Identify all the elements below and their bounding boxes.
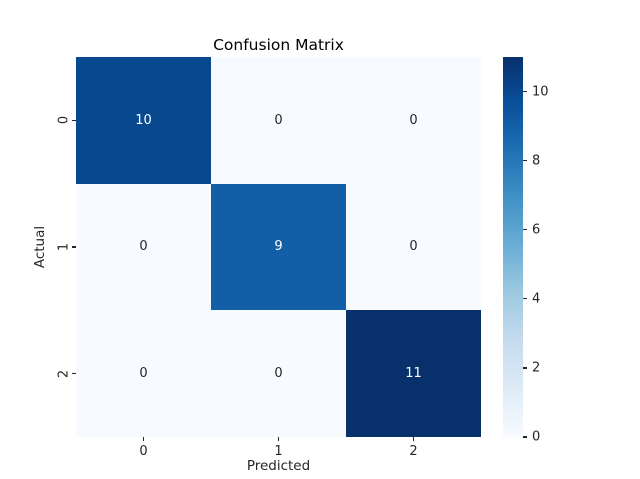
heatmap-cell: 0 — [211, 57, 346, 184]
colorbar — [503, 57, 523, 437]
x-tick-mark — [277, 437, 280, 441]
colorbar-tick-mark — [523, 160, 527, 162]
heatmap-cell: 0 — [346, 57, 481, 184]
colorbar-tick-mark — [523, 229, 527, 231]
colorbar-tick-mark — [523, 436, 527, 438]
x-tick-label: 0 — [139, 444, 148, 459]
colorbar-tick-mark — [523, 90, 527, 93]
x-tick-mark — [142, 437, 145, 441]
colorbar-tick-label: 8 — [532, 153, 541, 169]
heatmap-cell: 0 — [76, 310, 211, 437]
colorbar-tick-label: 10 — [532, 84, 549, 100]
heatmap-cell: 11 — [346, 310, 481, 437]
heatmap-cell: 0 — [346, 183, 481, 311]
colorbar-ticks: 0 2 4 6 8 10 — [523, 57, 583, 445]
colorbar-tick-label: 4 — [532, 291, 541, 307]
colorbar-tick-label: 2 — [532, 360, 541, 376]
y-tick-label: 0 — [56, 116, 72, 125]
x-axis-label: Predicted — [246, 458, 311, 474]
colorbar-tick-label: 6 — [532, 222, 541, 238]
heatmap-cell: 9 — [211, 183, 346, 311]
y-tick-label: 2 — [56, 369, 72, 378]
x-tick-label: 1 — [274, 444, 283, 459]
heatmap-cell: 10 — [76, 57, 211, 184]
heatmap: 10 0 0 0 9 0 0 0 11 — [76, 57, 481, 437]
chart-title: Confusion Matrix — [213, 36, 344, 54]
colorbar-tick-mark — [523, 367, 527, 369]
y-axis-label: Actual — [32, 225, 48, 269]
x-tick-mark — [412, 437, 415, 441]
x-tick-label: 2 — [409, 444, 418, 459]
colorbar-tick-mark — [523, 298, 527, 300]
heatmap-cell: 0 — [211, 310, 346, 437]
heatmap-cell: 0 — [76, 183, 211, 311]
y-tick-label: 1 — [56, 242, 72, 252]
colorbar-tick-label: 0 — [532, 429, 541, 445]
